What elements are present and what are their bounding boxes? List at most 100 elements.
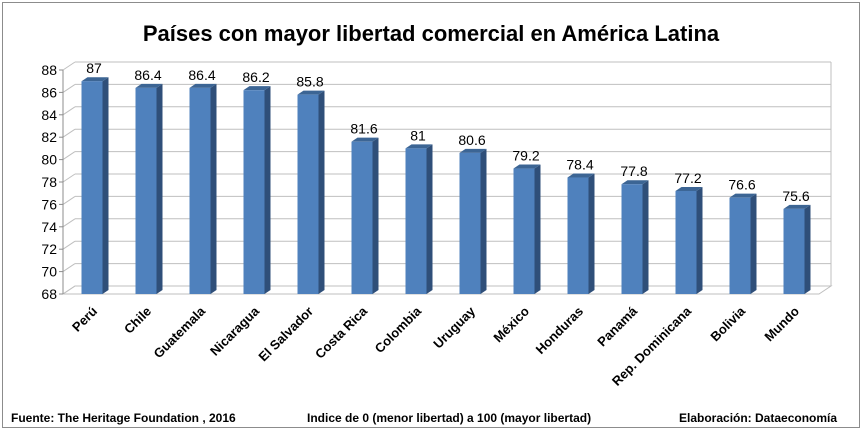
bar-front	[621, 184, 643, 294]
gridline-depth	[62, 195, 76, 205]
data-label: 85.8	[296, 74, 323, 90]
bar-front	[675, 190, 697, 294]
x-tick-label: El Salvador	[255, 304, 316, 365]
bar-top	[81, 77, 109, 82]
data-label: 75.6	[782, 188, 809, 204]
bar-chart: Países con mayor libertad comercial en A…	[41, 21, 833, 389]
y-tick-label: 74	[41, 219, 57, 235]
bar-front	[405, 148, 427, 294]
gridline-depth	[62, 263, 76, 273]
bar-top	[351, 137, 379, 142]
x-tick-label: Honduras	[533, 304, 587, 358]
bar-top	[675, 186, 703, 191]
gridlines	[62, 61, 831, 295]
bar	[567, 173, 595, 294]
scale-note: Indice de 0 (menor libertad) a 100 (mayo…	[307, 411, 592, 425]
bar	[135, 83, 163, 294]
bar-side	[210, 83, 217, 294]
gridline-depth	[62, 240, 76, 250]
bar-top	[243, 86, 271, 91]
data-label: 77.8	[620, 163, 647, 179]
bar-front	[567, 177, 589, 294]
y-tick-label: 78	[41, 174, 57, 190]
bar-side	[102, 77, 109, 294]
data-label: 76.6	[728, 177, 755, 193]
data-label: 78.4	[566, 157, 593, 173]
chart-title: Países con mayor libertad comercial en A…	[143, 21, 720, 46]
data-label: 79.2	[512, 148, 539, 164]
gridline-depth	[62, 218, 76, 228]
bar-side	[318, 90, 325, 294]
y-tick-label: 72	[41, 241, 57, 257]
y-tick-label: 68	[41, 286, 57, 302]
x-tick-label: México	[490, 303, 532, 345]
x-tick-label: Uruguay	[430, 303, 478, 351]
x-tick-label: Panamá	[594, 303, 640, 349]
bar-top	[513, 164, 541, 169]
bar	[297, 90, 325, 294]
y-tick-label: 82	[41, 129, 57, 145]
bar	[351, 137, 379, 294]
bar	[189, 83, 217, 294]
bar-side	[750, 193, 757, 294]
bar-side	[264, 86, 271, 294]
data-label: 86.2	[242, 69, 269, 85]
x-tick-label: Guatemala	[151, 303, 209, 361]
data-label: 86.4	[134, 67, 161, 83]
bar-top	[621, 180, 649, 185]
data-label: 81.6	[350, 121, 377, 137]
bar-top	[297, 90, 325, 95]
bar-side	[372, 137, 379, 294]
gridline-depth	[62, 173, 76, 183]
data-label: 80.6	[458, 132, 485, 148]
bar-front	[351, 141, 373, 294]
bar-side	[642, 180, 649, 294]
y-tick-label: 84	[41, 107, 57, 123]
bar-top	[189, 83, 217, 88]
gridline-depth	[62, 83, 76, 93]
data-label: 77.2	[674, 170, 701, 186]
bar	[81, 77, 109, 294]
bar	[783, 204, 811, 294]
y-tick-label: 70	[41, 264, 57, 280]
bar-side	[480, 148, 487, 294]
gridline-depth	[62, 151, 76, 161]
x-tick-label: Costa Rica	[312, 303, 371, 362]
bar-front	[189, 87, 211, 294]
x-tick-label: Nicaragua	[207, 303, 263, 359]
source-note: Fuente: The Heritage Foundation , 2016	[11, 411, 236, 425]
gridline-depth	[62, 128, 76, 138]
bar-side	[588, 173, 595, 294]
x-tick-label: Chile	[121, 304, 154, 337]
x-tick-label: Colombia	[372, 303, 425, 356]
bar-side	[534, 164, 541, 294]
bar-top	[405, 144, 433, 149]
gridline-depth	[62, 61, 76, 71]
bar-side	[156, 83, 163, 294]
data-label: 87	[86, 60, 102, 76]
bar-front	[135, 87, 157, 294]
bar-top	[459, 148, 487, 153]
bar-top	[729, 193, 757, 198]
bar-side	[804, 204, 811, 294]
y-tick-label: 76	[41, 196, 57, 212]
bar-top	[567, 173, 595, 178]
bar	[459, 148, 487, 294]
bar	[243, 86, 271, 294]
bar-front	[459, 152, 481, 294]
data-label: 81	[410, 127, 426, 143]
chart-floor	[61, 285, 833, 295]
bar-top	[783, 204, 811, 209]
bar-top	[135, 83, 163, 88]
bar	[621, 180, 649, 294]
bar-side	[696, 186, 703, 294]
bar-front	[243, 90, 265, 294]
bar-front	[297, 94, 319, 294]
bar-side	[426, 144, 433, 294]
bar-front	[513, 168, 535, 294]
bar	[405, 144, 433, 294]
x-tick-label: Mundo	[761, 303, 802, 344]
y-tick-label: 88	[41, 62, 57, 78]
credit-note: Elaboración: Dataeconomía	[679, 411, 838, 425]
